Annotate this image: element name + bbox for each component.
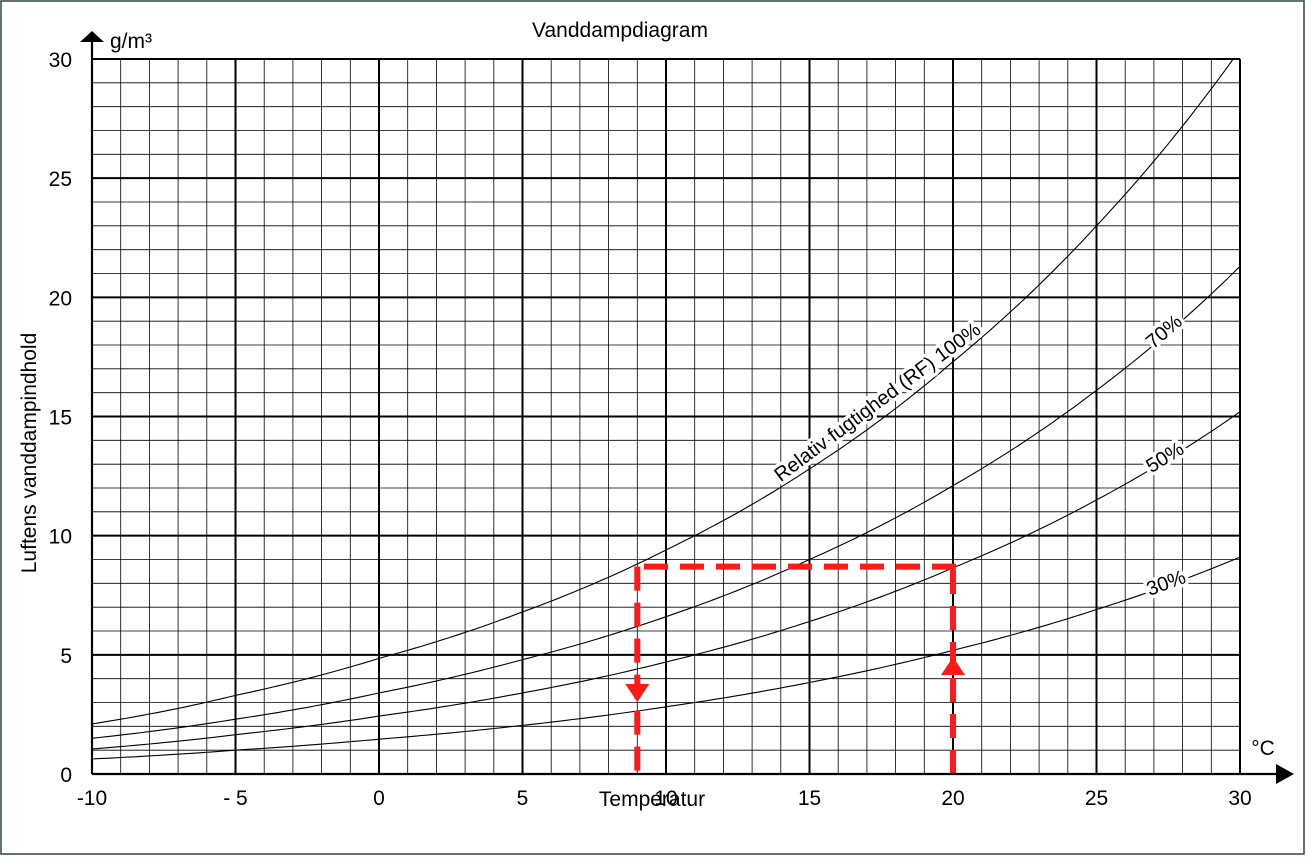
x-tick-label: -10: [77, 787, 107, 810]
chart-title: Vanddampdiagram: [532, 19, 708, 42]
x-tick-label: 25: [1085, 787, 1108, 810]
x-tick-label: 20: [941, 787, 964, 810]
rf-curve: [91, 59, 1234, 725]
rf-curves: [91, 59, 1241, 760]
axes: [80, 31, 1294, 784]
rf-curve: [91, 265, 1241, 739]
y-tick-label: 0: [60, 764, 72, 787]
rf-curve: [91, 556, 1241, 760]
y-axis-arrow: [80, 31, 104, 42]
x-axis-arrow: [1276, 764, 1294, 784]
x-tick-label: - 5: [223, 787, 248, 810]
y-tick-label: 15: [49, 407, 72, 430]
annotation-arrow-up: [941, 657, 965, 675]
x-axis-title: Temperatur: [599, 788, 705, 811]
red-annotation: [625, 563, 965, 774]
y-tick-label: 30: [49, 49, 72, 72]
y-tick-label: 5: [60, 645, 72, 668]
y-axis-title: Luftens vanddampindhold: [18, 333, 41, 574]
x-tick-label: 0: [373, 787, 385, 810]
tick-labels: -10 - 5 0 5 10 15 20 25 30 0 5 10 15 20 25 30: [49, 49, 1252, 810]
x-tick-label: 10: [654, 787, 677, 810]
x-unit-label: °C: [1251, 737, 1275, 760]
x-tick-label: 5: [517, 787, 529, 810]
rf-curve: [91, 411, 1241, 750]
x-tick-label: 30: [1228, 787, 1251, 810]
grid: [91, 58, 1241, 775]
y-tick-label: 10: [49, 526, 72, 549]
x-tick-label: 15: [798, 787, 821, 810]
y-tick-label: 25: [49, 168, 72, 191]
y-tick-label: 20: [49, 287, 72, 310]
annotation-arrow-down: [625, 684, 650, 702]
y-unit-label: g/m³: [110, 30, 152, 53]
